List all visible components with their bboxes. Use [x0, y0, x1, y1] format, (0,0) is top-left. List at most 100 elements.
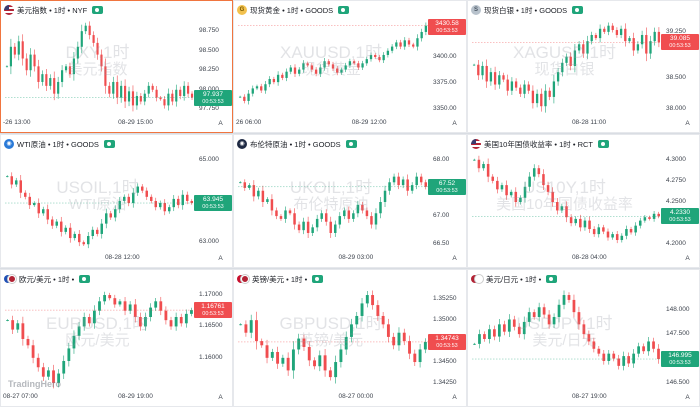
auto-scale-button[interactable]: A: [452, 120, 457, 127]
candle-body: [168, 207, 171, 212]
auto-scale-button[interactable]: A: [452, 255, 457, 262]
candle-body: [352, 61, 356, 64]
candle-body: [238, 96, 242, 98]
candle-body: [138, 317, 142, 327]
candlestick-chart[interactable]: [234, 270, 467, 407]
candle-body: [144, 317, 147, 327]
panel-header[interactable]: ◉ WTI原油 • 1时 • GOODS: [4, 137, 115, 151]
candle-body: [159, 203, 162, 208]
visibility-eye-icon[interactable]: [312, 275, 324, 283]
chart-panel-7[interactable]: 英镑/美元 • 1时 • GBPUSD,1时 英镑/美元 1.35250 1.35000…: [233, 269, 467, 407]
candle-body: [96, 229, 99, 234]
chart-panel-4[interactable]: ◉ 布伦特原油 • 1时 • GOODS UKOIL,1时 布伦特原油 68.00 67.…: [233, 134, 467, 268]
candle-body: [128, 304, 132, 311]
chart-panel-8[interactable]: 美元/日元 • 1时 • USDJPY,1时 美元/日元 148.000 147.500…: [467, 269, 700, 407]
candle-body: [602, 227, 605, 232]
candle-body: [374, 213, 378, 225]
auto-scale-button[interactable]: A: [218, 394, 223, 401]
silver-icon: S: [471, 5, 481, 15]
candlestick-chart[interactable]: [234, 1, 467, 133]
candle-body: [33, 203, 36, 206]
name-watermark: 美元指数: [67, 61, 128, 79]
candle-body: [190, 93, 194, 98]
candle-body: [155, 89, 158, 98]
candle-body: [357, 63, 360, 68]
candle-body: [419, 176, 423, 183]
candle-body: [276, 74, 280, 83]
visibility-eye-icon[interactable]: [79, 275, 91, 283]
candle-body: [632, 38, 635, 51]
y-axis-tick: 98.000: [199, 86, 219, 93]
y-axis-tick: 98.500: [199, 46, 219, 54]
candle-body: [311, 227, 314, 233]
auto-scale-button[interactable]: A: [452, 394, 457, 401]
x-axis-tick: 08-27 19:00: [571, 393, 607, 400]
candle-body: [67, 348, 71, 361]
chart-panel-6[interactable]: 欧元/美元 • 1时 • EURUSD,1时 欧元/美元 1.17000 1.16500…: [0, 269, 233, 407]
visibility-eye-icon[interactable]: [598, 140, 610, 148]
name-watermark: 英镑/美元: [298, 331, 364, 349]
candle-body: [507, 319, 511, 332]
candle-body: [582, 44, 585, 54]
visibility-eye-icon[interactable]: [338, 6, 350, 14]
candle-body: [647, 341, 650, 352]
panel-header[interactable]: 欧元/美元 • 1时 •: [4, 272, 91, 286]
visibility-eye-icon[interactable]: [546, 275, 558, 283]
candle-body: [291, 349, 295, 371]
candle-body: [264, 84, 267, 91]
candle-body: [328, 370, 332, 378]
candlestick-chart[interactable]: [1, 1, 233, 133]
visibility-eye-icon[interactable]: [572, 6, 584, 14]
visibility-eye-icon[interactable]: [345, 140, 357, 148]
chart-panel-3[interactable]: ◉WTI原油 • 1时 • GOODSUSOIL,1时WTI原油65.00064…: [0, 134, 233, 268]
candlestick-chart[interactable]: [468, 135, 700, 268]
auto-scale-button[interactable]: A: [218, 255, 223, 262]
chart-panel-5[interactable]: 美国10年国债收益率 • 1时 • RCT US10Y,1时 美国10年国债收益率 4…: [467, 134, 700, 268]
candle-body: [257, 190, 260, 197]
candle-body: [522, 321, 526, 335]
candle-body: [120, 85, 123, 98]
candlestick-chart[interactable]: [468, 1, 700, 133]
candle-body: [365, 59, 368, 64]
chart-panel-1[interactable]: G 现货黄金 • 1时 • GOODS XAUUSD,1时 现货黄金 3400.00 33…: [233, 0, 467, 133]
candle-body: [624, 28, 627, 42]
candle-body: [583, 220, 587, 228]
candle-body: [336, 68, 339, 73]
auto-scale-button[interactable]: A: [685, 120, 690, 127]
candlestick-chart[interactable]: [234, 135, 467, 268]
candlestick-chart[interactable]: [1, 270, 233, 407]
panel-header[interactable]: ◉ 布伦特原油 • 1时 • GOODS: [237, 137, 357, 151]
candle-body: [392, 336, 396, 346]
candlestick-chart[interactable]: [468, 270, 700, 407]
candle-body: [587, 334, 591, 342]
candlestick-chart[interactable]: [1, 135, 233, 268]
visibility-eye-icon[interactable]: [92, 6, 104, 14]
candle-body: [361, 63, 364, 68]
auto-scale-button[interactable]: A: [685, 394, 690, 401]
candle-body: [527, 312, 531, 322]
candle-body: [343, 210, 346, 217]
candle-body: [649, 41, 652, 54]
panel-header[interactable]: G 现货黄金 • 1时 • GOODS: [237, 3, 350, 17]
candle-body: [527, 84, 530, 91]
auto-scale-button[interactable]: A: [218, 120, 223, 127]
visibility-eye-icon[interactable]: [103, 140, 115, 148]
candle-body: [127, 91, 131, 102]
panel-header[interactable]: 美国10年国债收益率 • 1时 • RCT: [471, 137, 610, 151]
candle-body: [77, 326, 81, 336]
chart-panel-0[interactable]: 美元指数 • 1时 • NYF DXY,1时 美元指数 98.750 98.500 98.…: [0, 0, 233, 133]
candle-body: [542, 174, 545, 186]
candle-body: [147, 85, 150, 94]
candle-body: [109, 213, 112, 218]
panel-header[interactable]: 美元/日元 • 1时 •: [471, 272, 558, 286]
candle-body: [424, 25, 428, 32]
panel-header[interactable]: 英镑/美元 • 1时 •: [237, 272, 324, 286]
candle-body: [505, 185, 508, 196]
candle-body: [410, 185, 414, 191]
panel-header[interactable]: 美元指数 • 1时 • NYF: [4, 3, 104, 17]
panel-header[interactable]: S 现货白银 • 1时 • GOODS: [471, 3, 584, 17]
auto-scale-button[interactable]: A: [685, 255, 690, 262]
candle-body: [281, 74, 284, 78]
candle-body: [582, 324, 586, 335]
